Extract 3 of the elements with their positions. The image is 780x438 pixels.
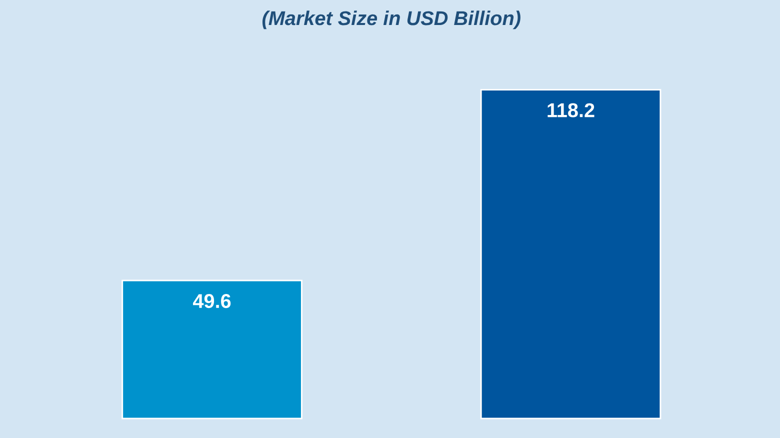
data-label: 49.6 xyxy=(192,294,231,308)
chart-title: (Market Size in USD Billion) xyxy=(262,10,520,29)
data-label: 118.2 xyxy=(548,103,594,118)
